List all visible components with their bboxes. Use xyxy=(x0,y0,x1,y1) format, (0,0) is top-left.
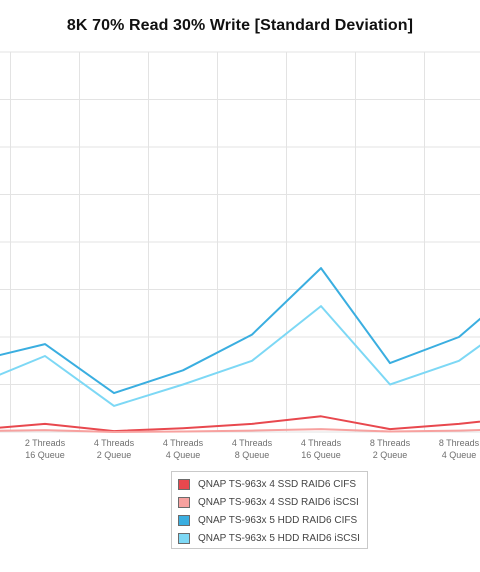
series-line-ssd-cifs xyxy=(0,415,480,433)
legend-label: QNAP TS-963x 5 HDD RAID6 iSCSI xyxy=(198,532,360,544)
series-line-ssd-iscsi xyxy=(0,428,480,433)
x-tick-label: 4 Threads 4 Queue xyxy=(163,438,204,460)
legend-swatch xyxy=(178,496,190,508)
legend-label: QNAP TS-963x 5 HDD RAID6 CIFS xyxy=(198,514,358,526)
legend-swatch xyxy=(178,514,190,526)
chart-title: 8K 70% Read 30% Write [Standard Deviatio… xyxy=(66,17,414,34)
x-tick-label: 4 Threads 2 Queue xyxy=(94,438,135,460)
legend-item-hdd-cifs[interactable]: QNAP TS-963x 5 HDD RAID6 CIFS xyxy=(178,511,367,529)
x-tick-label: 8 Threads 4 Queue xyxy=(439,438,480,460)
legend-swatch xyxy=(178,478,190,490)
series-lines xyxy=(0,267,480,433)
legend-label: QNAP TS-963x 4 SSD RAID6 CIFS xyxy=(198,478,357,490)
legend-item-ssd-cifs[interactable]: QNAP TS-963x 4 SSD RAID6 CIFS xyxy=(178,475,367,493)
legend-item-ssd-iscsi[interactable]: QNAP TS-963x 4 SSD RAID6 iSCSI xyxy=(178,493,367,511)
x-tick-label: 4 Threads 16 Queue xyxy=(301,438,342,460)
legend: QNAP TS-963x 4 SSD RAID6 CIFS QNAP TS-96… xyxy=(171,471,368,549)
legend-label: QNAP TS-963x 4 SSD RAID6 iSCSI xyxy=(198,496,359,508)
x-tick-label: 8 Threads 2 Queue xyxy=(370,438,411,460)
x-tick-label: 2 Threads 16 Queue xyxy=(25,438,66,460)
series-line-hdd-cifs xyxy=(0,267,480,395)
x-tick-label: 4 Threads 8 Queue xyxy=(232,438,273,460)
legend-swatch xyxy=(178,532,190,544)
legend-item-hdd-iscsi[interactable]: QNAP TS-963x 5 HDD RAID6 iSCSI xyxy=(178,529,367,547)
series-line-hdd-iscsi xyxy=(0,305,480,407)
